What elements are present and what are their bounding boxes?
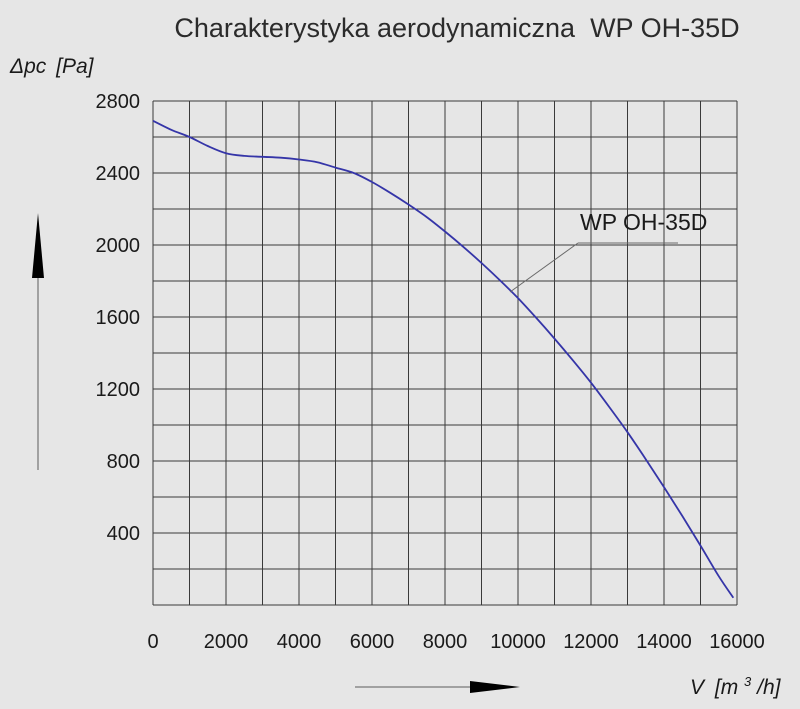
x-tick-label: 6000	[350, 631, 395, 653]
y-tick-label: 1600	[96, 307, 141, 329]
x-tick-label: 10000	[490, 631, 546, 653]
y-axis-ticks: 400 800 1200 1600 2000 2400 2800	[96, 91, 141, 545]
chart-title: Charakterystyka aerodynamiczna WP OH-35D	[174, 13, 739, 43]
series-line	[152, 119, 735, 599]
x-axis-unit-sup: 3	[744, 674, 752, 689]
x-tick-label: 8000	[423, 631, 468, 653]
y-tick-label: 400	[107, 523, 140, 545]
y-tick-label: 2800	[96, 91, 141, 113]
y-tick-label: 800	[107, 451, 140, 473]
y-axis-unit: [Pa]	[55, 55, 95, 78]
series-group	[152, 119, 735, 599]
series-leader-line	[509, 242, 579, 293]
x-axis-unit-prefix: [m	[714, 676, 738, 699]
x-axis-ticks: 0 2000 4000 6000 8000 10000 12000 14000 16000	[147, 631, 764, 653]
x-tick-label: 14000	[636, 631, 692, 653]
y-tick-label: 1200	[96, 379, 141, 401]
x-tick-label: 16000	[709, 631, 765, 653]
x-tick-label: 12000	[563, 631, 619, 653]
y-direction-arrow-icon	[32, 213, 44, 470]
y-axis-label: Δpc [Pa]	[9, 55, 95, 78]
x-direction-arrow-icon	[355, 681, 520, 693]
y-axis-symbol: Δpc	[9, 55, 47, 78]
x-axis-label: V [m 3 /h]	[690, 668, 782, 699]
x-tick-label: 4000	[277, 631, 322, 653]
x-axis-symbol: V	[690, 676, 706, 699]
x-tick-label: 0	[147, 631, 158, 653]
y-tick-label: 2000	[96, 235, 141, 257]
grid	[152, 100, 738, 606]
series-label: WP OH-35D	[580, 209, 707, 235]
x-tick-label: 2000	[204, 631, 249, 653]
y-tick-label: 2400	[96, 163, 141, 185]
x-axis-unit-suffix: /h]	[755, 676, 782, 699]
